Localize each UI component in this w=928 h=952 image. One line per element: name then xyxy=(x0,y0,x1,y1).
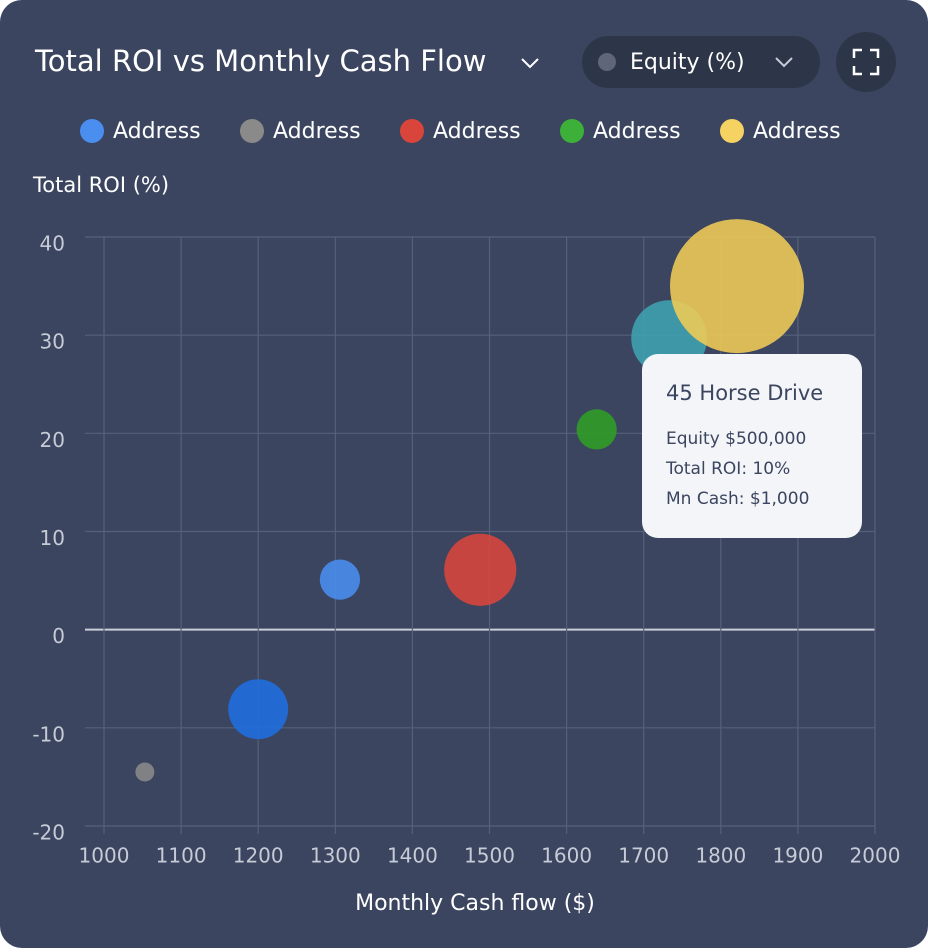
x-tick-label: 1300 xyxy=(310,844,361,868)
legend-swatch xyxy=(400,119,424,143)
legend-label: Address xyxy=(273,119,361,144)
y-tick-label: 0 xyxy=(52,624,65,648)
tooltip-line: Equity $500,000 xyxy=(666,429,806,449)
tooltip-line: Mn Cash: $1,000 xyxy=(666,489,809,509)
tooltip-box xyxy=(642,354,862,538)
title-chevron[interactable] xyxy=(521,58,539,69)
x-tick-label: 1400 xyxy=(387,844,438,868)
fullscreen-button[interactable] xyxy=(836,32,896,92)
tooltip-title: 45 Horse Drive xyxy=(666,381,823,405)
legend-swatch xyxy=(80,119,104,143)
button-circle[interactable] xyxy=(836,32,896,92)
bubble xyxy=(444,533,517,606)
legend-swatch xyxy=(560,119,584,143)
x-tick-label: 1700 xyxy=(618,844,669,868)
x-tick-label: 1800 xyxy=(695,844,746,868)
x-tick-label: 1100 xyxy=(156,844,207,868)
y-tick-label: -20 xyxy=(32,821,65,845)
x-axis-label: Monthly Cash flow ($) xyxy=(355,891,595,916)
x-tick-label: 1200 xyxy=(233,844,284,868)
metric-dropdown[interactable]: Equity (%) xyxy=(582,36,820,88)
y-tick-label: -10 xyxy=(32,722,65,746)
bubble xyxy=(669,219,804,354)
bubble xyxy=(576,409,617,450)
y-tick-label: 20 xyxy=(40,428,65,452)
x-tick-label: 1000 xyxy=(79,844,130,868)
dropdown-dot xyxy=(598,53,616,71)
legend-label: Address xyxy=(753,119,841,144)
tooltip: 45 Horse Drive Equity $500,000 Total ROI… xyxy=(642,354,862,538)
x-tick-label: 1500 xyxy=(464,844,515,868)
x-tick-label: 1900 xyxy=(772,844,823,868)
legend-swatch xyxy=(240,119,264,143)
x-tick-label: 2000 xyxy=(850,844,901,868)
legend-label: Address xyxy=(433,119,521,144)
legend-label: Address xyxy=(113,119,201,144)
fullscreen-icon xyxy=(852,48,880,76)
chart-title: Total ROI vs Monthly Cash Flow xyxy=(34,44,486,78)
bubble xyxy=(135,762,155,782)
dropdown-pill[interactable] xyxy=(582,36,820,88)
dropdown-chevron xyxy=(775,57,793,68)
tooltip-line: Total ROI: 10% xyxy=(665,459,790,479)
y-axis-label: Total ROI (%) xyxy=(32,173,169,197)
y-tick-label: 40 xyxy=(40,232,65,256)
y-tick-label: 10 xyxy=(40,526,65,550)
x-tick-label: 1600 xyxy=(541,844,592,868)
bubble xyxy=(319,559,361,600)
legend-label: Address xyxy=(593,119,681,144)
legend-swatch xyxy=(720,119,744,143)
bubble xyxy=(228,679,289,740)
dropdown-label[interactable]: Equity (%) xyxy=(630,50,745,75)
y-tick-label: 30 xyxy=(40,330,65,354)
